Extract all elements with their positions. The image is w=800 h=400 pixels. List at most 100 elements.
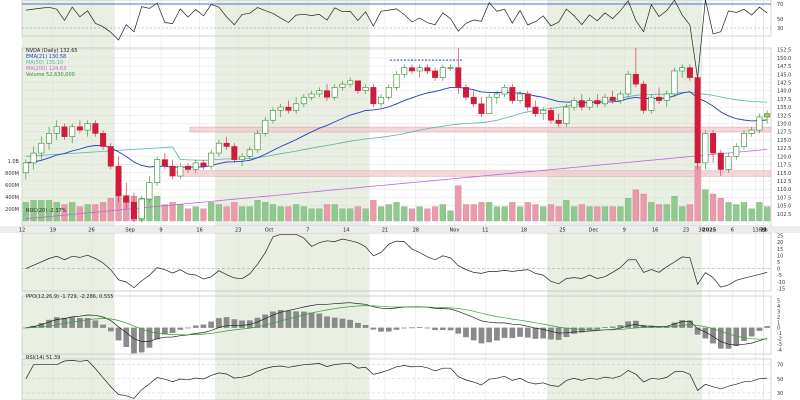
volume-bar (277, 206, 284, 222)
volume-bar (215, 204, 222, 222)
volume-bar (300, 206, 307, 222)
volume-bar (269, 204, 277, 222)
ppo-tick-label: 4 (777, 304, 780, 310)
volume-bar (285, 206, 292, 222)
ppo-histogram-bar (671, 322, 678, 328)
volume-bar (694, 165, 701, 222)
ppo-histogram-bar (478, 327, 485, 344)
ppo-histogram-bar (571, 327, 577, 334)
ppo-histogram-bar (84, 318, 91, 328)
date-tick-label: 7 (306, 228, 309, 234)
ppo-histogram-bar (401, 327, 408, 329)
candle-body (764, 113, 771, 118)
volume-bar (671, 195, 678, 222)
shade-band (215, 0, 370, 400)
candle-body (656, 96, 663, 101)
price-tick-label: 127.5 (777, 130, 791, 136)
legend-ma50: MA(50) 135.10 (26, 60, 63, 66)
volume-bar (540, 206, 547, 222)
volume-bar (756, 202, 763, 222)
date-tick-label: 30 (698, 228, 704, 234)
ppo-histogram-bar (424, 327, 431, 329)
price-tick-label: 140.0 (777, 89, 791, 95)
ppo-histogram-bar (146, 327, 153, 348)
ppo-histogram-bar (455, 327, 462, 334)
volume-bar (354, 206, 361, 222)
volume-bar (246, 206, 253, 222)
ppo-histogram-bar (579, 327, 585, 333)
ppo-tick-label: 1 (777, 320, 780, 326)
volume-bar (385, 204, 392, 222)
volume-bar (578, 204, 585, 222)
candle-body (146, 182, 153, 200)
ppo-histogram-bar (46, 319, 52, 328)
ppo-histogram-bar (524, 327, 531, 338)
volume-bar (571, 206, 578, 222)
volume-bar (516, 206, 524, 222)
ppo-histogram-bar (355, 322, 361, 328)
support-zone (176, 170, 772, 177)
price-tick-label: 117.5 (777, 163, 791, 169)
candle-body (262, 119, 269, 134)
price-tick-label: 112.5 (777, 179, 791, 185)
volume-bar (262, 202, 269, 222)
volume-bar (663, 204, 670, 222)
volume-bar (331, 204, 338, 222)
candle-body (316, 90, 323, 95)
candle-body (493, 93, 500, 98)
legend-ema: EMA(21) 130.58 (26, 54, 66, 60)
candle-body (679, 67, 686, 72)
candle-body (594, 100, 601, 105)
rsi-label: RSI(14) 51.39 (26, 355, 60, 361)
candle-body (293, 103, 300, 111)
ppo-histogram-bar (324, 316, 330, 328)
candle-body (300, 96, 307, 105)
candle-body (663, 93, 670, 101)
volume-bar (625, 198, 632, 222)
ppo-histogram-bar (138, 327, 145, 353)
ppo-line (25, 302, 768, 346)
ppo-histogram-bar (447, 327, 454, 331)
volume-bar (586, 206, 593, 222)
candle-body (61, 126, 68, 137)
roc-tick-label: -10 (777, 280, 785, 286)
roc-tick-label: 5 (777, 260, 780, 266)
ppo-histogram-bar (331, 317, 338, 328)
ppo-histogram-bar (602, 327, 608, 328)
date-tick-label: 11 (482, 228, 488, 234)
date-tick-label: 6 (731, 228, 734, 234)
candle-body (161, 159, 168, 167)
volume-bar (462, 204, 470, 222)
date-tick-label: 26 (88, 228, 94, 234)
ppo-histogram-bar (393, 327, 400, 330)
candle-body (424, 67, 431, 72)
candle-body (138, 198, 145, 220)
volume-bar (53, 202, 60, 222)
candles (22, 48, 771, 222)
candle-body (625, 73, 632, 95)
candle-body (107, 146, 114, 167)
candle-body (246, 149, 253, 157)
ppo-histogram-bar (385, 327, 392, 332)
roc-label: ROC(20) -2.37% (26, 208, 67, 214)
price-tick-label: 150.0 (777, 56, 791, 62)
ppo-histogram-bar (532, 327, 539, 339)
ppo-histogram-bar (231, 319, 238, 328)
ppo-histogram-bar (262, 314, 269, 328)
candle-body (401, 67, 408, 75)
ppo-histogram-bar (208, 321, 214, 328)
volume-bar (30, 200, 37, 222)
ppo-tick-label: -1 (777, 331, 782, 337)
ppo-histogram-bar (270, 311, 276, 328)
ppo-histogram-bar (617, 325, 624, 328)
volume-bar (393, 202, 400, 222)
price-tick-label: 130.0 (777, 122, 791, 128)
ppo-histogram-bar (239, 320, 245, 328)
ppo-histogram-bar (555, 327, 562, 340)
volume-bar (169, 202, 176, 222)
candle-body (154, 159, 161, 183)
candle-body (354, 80, 361, 91)
top-rsi-tick-label: 70 (777, 2, 783, 8)
volume-bar (493, 206, 500, 222)
ppo-histogram-bar (162, 327, 168, 335)
